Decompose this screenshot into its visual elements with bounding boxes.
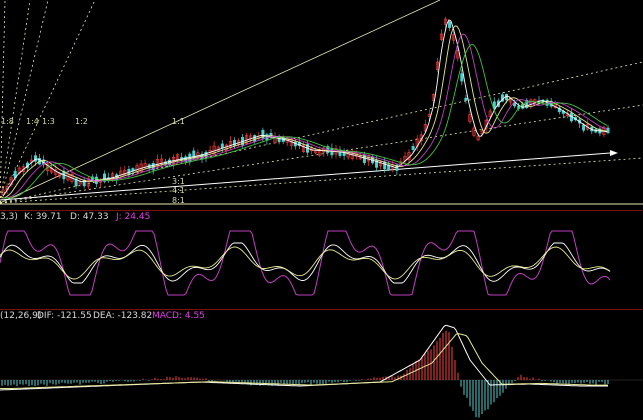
- candle-body: [301, 144, 305, 153]
- candle-body: [452, 34, 456, 41]
- candle-body: [606, 127, 610, 134]
- candle-body: [261, 129, 265, 139]
- candle-body: [582, 124, 586, 131]
- candle-body: [220, 143, 224, 149]
- fan-line: [0, 0, 96, 204]
- fan-line: [0, 0, 31, 204]
- candle-body: [460, 73, 464, 82]
- candle-body: [468, 114, 472, 122]
- candle-body: [488, 110, 492, 117]
- candle-body: [212, 145, 216, 154]
- candle-body: [86, 178, 90, 187]
- macd-dea-line: [0, 332, 608, 389]
- kdj-d-value: D: 47.33: [70, 212, 109, 222]
- fan-label-1-3: 1:3: [42, 117, 55, 126]
- candle-body: [444, 18, 448, 25]
- candle-body: [123, 169, 127, 175]
- candle-body: [29, 159, 33, 163]
- fan-label-4-1: 4:1: [172, 186, 185, 195]
- candle-body: [439, 33, 443, 40]
- fan-label-1-2: 1:2: [75, 117, 88, 126]
- fan-label-8-1: 8:1: [172, 196, 185, 205]
- fan-label-1-1: 1:1: [172, 117, 185, 126]
- fan-label-1-8: 1:8: [1, 117, 14, 126]
- fan-line: [0, 104, 643, 204]
- ma-line-magenta: [3, 33, 608, 199]
- candle-body: [228, 141, 232, 148]
- macd-macd-value: MACD: 4.55: [152, 311, 205, 321]
- candle-body: [103, 173, 107, 182]
- candle-body: [492, 101, 496, 109]
- fan-label-1-4: 1:4: [26, 117, 39, 126]
- macd-panel[interactable]: (12,26,9) DIF: -121.55 DEA: -123.82 MACD…: [0, 310, 643, 420]
- trend-arrowhead: [610, 150, 618, 156]
- macd-dif-value: DIF: -121.55: [37, 311, 92, 321]
- kdj-k-line: [0, 242, 611, 284]
- fan-line: [0, 0, 441, 204]
- candle-body: [33, 155, 37, 162]
- candle-body: [21, 166, 25, 173]
- ma-line-green: [3, 44, 608, 199]
- kdj-params: 3,3): [0, 212, 18, 222]
- candle-body: [74, 178, 78, 187]
- candle-body: [525, 100, 529, 109]
- kdj-k-value: K: 39.71: [24, 212, 62, 222]
- macd-params: (12,26,9): [0, 311, 42, 321]
- candle-body: [411, 146, 415, 150]
- candle-body: [46, 163, 50, 172]
- candle-body: [423, 124, 427, 132]
- separator-kdj-macd: [0, 309, 643, 310]
- kdj-d-line: [0, 246, 611, 280]
- candle-body: [1, 189, 5, 195]
- candle-body: [78, 181, 82, 185]
- candle-body: [456, 49, 460, 59]
- candle-body: [448, 21, 452, 28]
- price-panel[interactable]: 1:8 1:4 1:3 1:2 1:1 3:1 4:1 8:1: [0, 0, 643, 210]
- candle-body: [253, 135, 257, 142]
- macd-dif-line: [0, 324, 608, 391]
- candle-body: [476, 135, 480, 141]
- kdj-j-value: J: 24.45: [116, 212, 151, 222]
- candle-body: [472, 127, 476, 136]
- candle-body: [513, 102, 517, 107]
- kdj-chart[interactable]: [0, 211, 643, 309]
- kdj-j-line: [0, 230, 611, 296]
- fan-label-3-1: 3:1: [172, 177, 185, 186]
- candle-body: [379, 161, 383, 167]
- candle-body: [224, 144, 228, 151]
- candle-body: [464, 97, 468, 101]
- candle-body: [375, 160, 379, 168]
- macd-dea-value: DEA: -123.82: [93, 311, 153, 321]
- trend-line: [0, 152, 611, 201]
- candle-body: [435, 61, 439, 70]
- candle-body: [155, 159, 159, 167]
- ma-line-white: [2, 19, 608, 197]
- candle-body: [232, 140, 236, 146]
- candle-body: [192, 150, 196, 159]
- separator-price-kdj: [0, 210, 643, 211]
- macd-chart[interactable]: [0, 310, 643, 420]
- kdj-panel[interactable]: 3,3) K: 39.71 D: 47.33 J: 24.45: [0, 211, 643, 309]
- fan-line: [0, 0, 6, 204]
- price-chart[interactable]: [0, 0, 643, 210]
- fan-line: [0, 0, 49, 204]
